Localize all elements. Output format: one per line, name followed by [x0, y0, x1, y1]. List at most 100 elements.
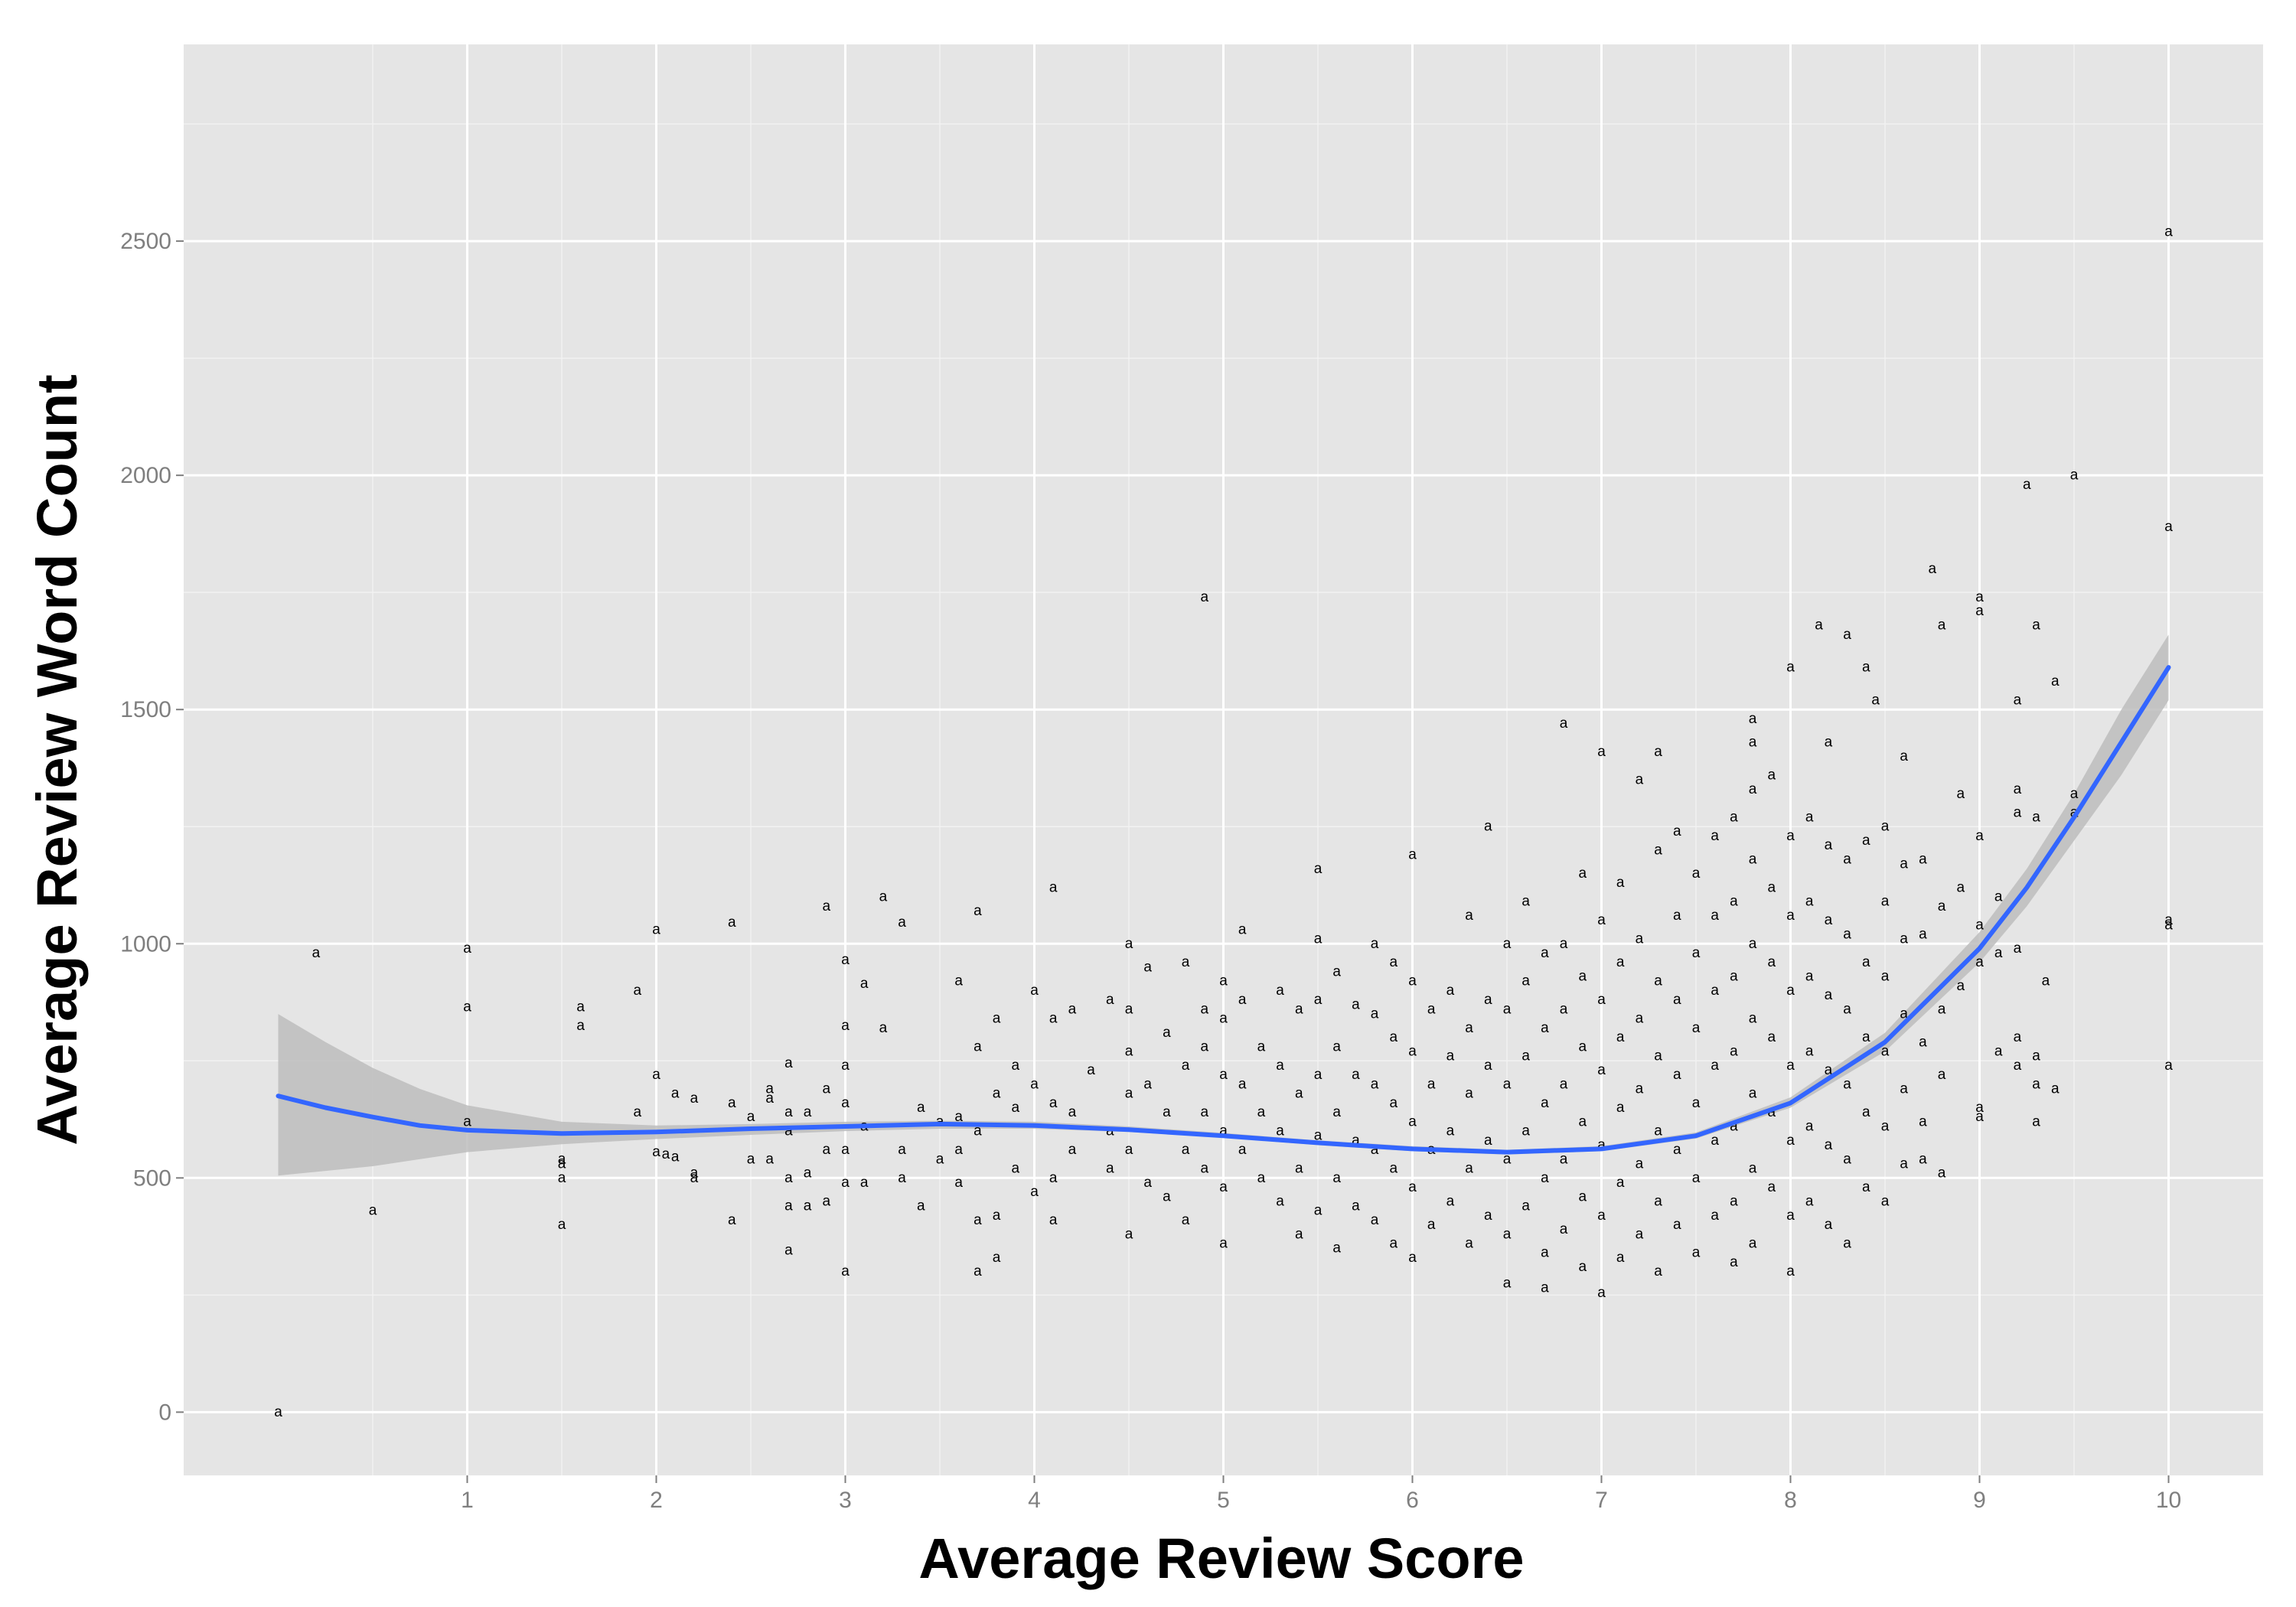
data-point: a	[2164, 223, 2173, 240]
data-point: a	[1900, 1156, 1908, 1172]
data-point: a	[1654, 1263, 1662, 1279]
data-point: a	[1919, 1151, 1927, 1167]
data-point: a	[1994, 889, 2003, 905]
data-point: a	[1749, 1011, 1757, 1027]
data-point: a	[1654, 744, 1662, 760]
data-point: a	[804, 1104, 812, 1120]
data-point: a	[1957, 879, 1965, 895]
data-point: a	[974, 1263, 982, 1279]
data-point: a	[1636, 931, 1644, 947]
data-point: a	[917, 1100, 925, 1116]
data-point: a	[1427, 1217, 1436, 1233]
data-point: a	[1673, 823, 1681, 839]
data-point: a	[576, 999, 585, 1015]
data-point: a	[1521, 973, 1530, 989]
data-point: a	[1862, 1104, 1870, 1120]
data-point: a	[1597, 912, 1606, 928]
data-point: a	[1768, 879, 1776, 895]
data-point: a	[1408, 1250, 1417, 1266]
data-point: a	[879, 889, 888, 905]
data-point: a	[784, 1243, 793, 1259]
data-point: a	[634, 983, 642, 999]
x-tick-label: 1	[461, 1488, 474, 1513]
x-tick-label: 10	[2156, 1488, 2181, 1513]
data-point: a	[1579, 1259, 1587, 1275]
data-point: a	[1427, 1001, 1436, 1017]
data-point: a	[1049, 1170, 1058, 1186]
data-point: a	[1503, 1151, 1512, 1167]
data-point: a	[1446, 1193, 1455, 1209]
data-point: a	[1654, 1193, 1662, 1209]
data-point: a	[1730, 894, 1738, 910]
confidence-band	[278, 634, 2169, 1176]
data-point: a	[558, 1151, 566, 1167]
data-point: a	[1843, 1076, 1851, 1092]
data-point: a	[1616, 875, 1625, 891]
x-tick-label: 9	[1973, 1488, 1986, 1513]
data-point: a	[2051, 1081, 2060, 1097]
data-point: a	[1597, 1062, 1606, 1078]
data-point: a	[1521, 1198, 1530, 1214]
data-point: a	[1446, 1123, 1455, 1139]
data-point: a	[1636, 1081, 1644, 1097]
data-point: a	[1295, 1161, 1303, 1177]
data-point: a	[1843, 852, 1851, 868]
x-tick-label: 7	[1595, 1488, 1608, 1513]
data-point: a	[1390, 1236, 1398, 1252]
data-point: a	[1636, 1156, 1644, 1172]
data-point: a	[2070, 786, 2079, 802]
data-point: a	[1994, 945, 2003, 961]
x-tick-label: 4	[1028, 1488, 1041, 1513]
data-point: a	[1768, 767, 1776, 783]
data-point: a	[879, 1020, 888, 1036]
data-point: a	[1371, 1212, 1379, 1228]
data-point: a	[1938, 618, 1946, 634]
data-point: a	[1201, 1161, 1209, 1177]
data-point: a	[1390, 1161, 1398, 1177]
data-point: a	[463, 1113, 471, 1129]
data-point: a	[784, 1123, 793, 1139]
data-point: a	[1692, 945, 1701, 961]
data-point: a	[1049, 879, 1058, 895]
data-point: a	[765, 1090, 774, 1107]
data-point: a	[1219, 1123, 1228, 1139]
data-point: a	[1843, 927, 1851, 943]
data-point: a	[1654, 842, 1662, 858]
data-point: a	[1465, 1236, 1473, 1252]
data-point: a	[369, 1203, 377, 1219]
data-point: a	[1560, 715, 1568, 732]
data-point: a	[1673, 1217, 1681, 1233]
data-point: a	[1881, 1193, 1890, 1209]
data-point: a	[823, 1081, 831, 1097]
x-tick-label: 2	[650, 1488, 663, 1513]
confidence-band-layer	[278, 634, 2169, 1176]
data-point: a	[1900, 1006, 1908, 1022]
data-point: a	[728, 1212, 736, 1228]
data-point: a	[1484, 1208, 1492, 1224]
data-point: a	[1371, 1076, 1379, 1092]
data-point: a	[1560, 1076, 1568, 1092]
data-point: a	[1711, 828, 1719, 844]
data-point: a	[2014, 781, 2022, 797]
data-point: a	[2014, 940, 2022, 957]
data-point: a	[1201, 589, 1209, 605]
data-point: a	[1314, 861, 1322, 877]
data-point: a	[1201, 1104, 1209, 1120]
data-point: a	[1579, 1038, 1587, 1054]
data-point: a	[1295, 1001, 1303, 1017]
data-point: a	[1030, 1184, 1039, 1200]
data-point: a	[1484, 992, 1492, 1008]
data-point: a	[1276, 1123, 1284, 1139]
data-point: a	[1257, 1104, 1266, 1120]
data-point: a	[1673, 1067, 1681, 1083]
data-point: a	[1446, 1048, 1455, 1064]
data-point: a	[1616, 1029, 1625, 1045]
data-point: a	[1749, 1161, 1757, 1177]
data-point: a	[1352, 1067, 1360, 1083]
data-point: a	[1616, 1175, 1625, 1191]
data-point: a	[1786, 983, 1795, 999]
data-point: a	[1881, 894, 1890, 910]
data-point: a	[1012, 1161, 1020, 1177]
data-point: a	[860, 976, 869, 992]
data-point: a	[841, 1018, 850, 1034]
